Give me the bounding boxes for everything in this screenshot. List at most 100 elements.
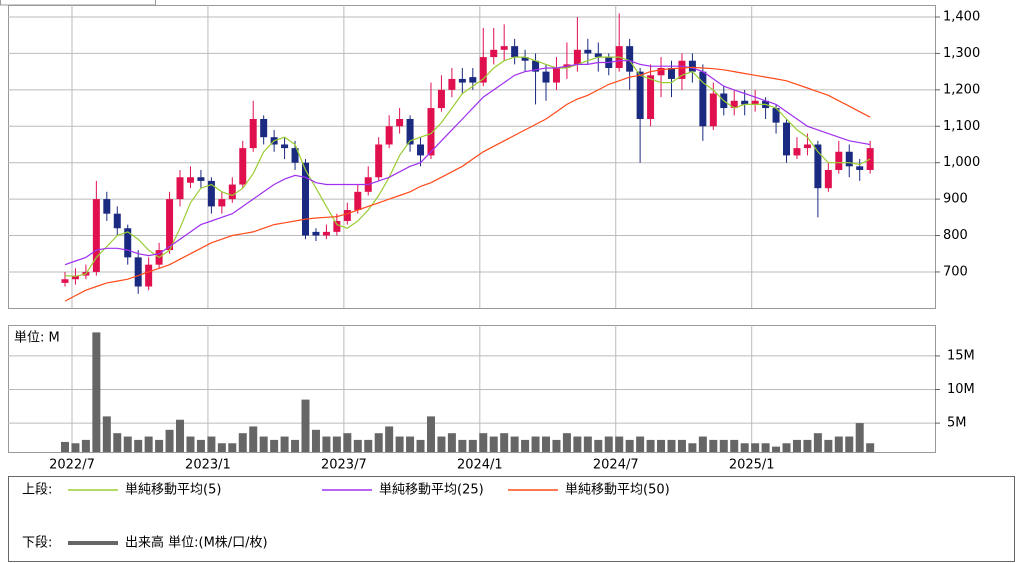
x-tick-label: 2023/7 (321, 458, 367, 473)
volume-bar (615, 436, 624, 452)
candle-body (803, 144, 811, 149)
volume-bar (102, 416, 111, 452)
volume-bar (364, 439, 373, 452)
candle-body (312, 231, 320, 236)
volume-bar (531, 436, 540, 452)
candle-body (542, 71, 550, 83)
candle-body (166, 199, 174, 251)
volume-bar (395, 436, 404, 452)
candle-body (845, 151, 853, 167)
candle-body (500, 46, 508, 50)
volume-bar (385, 426, 394, 452)
volume-bar (740, 443, 749, 452)
volume-bar (311, 429, 320, 452)
candle-body (322, 231, 330, 236)
volume-bar (510, 436, 519, 452)
volume-bar (521, 439, 530, 452)
volume-bar (792, 439, 801, 452)
candle-body (647, 75, 655, 119)
volume-bar (594, 439, 603, 452)
volume-panel (8, 325, 936, 453)
candle-body (573, 49, 581, 65)
candle-body (396, 118, 404, 127)
candle-body (814, 144, 822, 189)
candle-body (281, 144, 289, 149)
candle-body (354, 191, 362, 211)
volume-bar (416, 439, 425, 452)
volume-bar (709, 439, 718, 452)
volume-bar (353, 439, 362, 452)
y-tick-label: 5M (947, 416, 967, 431)
grid (8, 5, 935, 452)
candle-body (469, 77, 477, 83)
volume-bar (500, 433, 509, 452)
ma-line (64, 56, 871, 277)
candle-body (239, 148, 247, 185)
price-panel (8, 5, 936, 309)
volume-bar (332, 436, 341, 452)
volume-bar (71, 443, 80, 452)
candle-body (186, 177, 194, 183)
volume-bar (228, 443, 237, 452)
volume-bar (782, 443, 791, 452)
candle-body (448, 78, 456, 90)
candle-body (260, 118, 268, 138)
volume-bar (458, 439, 467, 452)
candle-body (552, 68, 560, 83)
volume-bar (176, 419, 185, 452)
candle-body (197, 177, 205, 181)
y-tick-label: 1,400 (943, 10, 980, 25)
y-tick-label: 700 (943, 264, 968, 279)
candle-body (521, 57, 529, 61)
y-tick-label: 1,300 (943, 46, 980, 61)
candle-body (458, 78, 466, 83)
candle-body (667, 68, 675, 79)
candle-body (437, 89, 445, 109)
volume-bar (845, 436, 854, 452)
candle-body (490, 49, 498, 58)
candle-body (291, 148, 299, 163)
volume-bar (291, 439, 300, 452)
volume-bar (165, 429, 174, 452)
legend-label: 出来高 単位:(M株/口/枚) (125, 535, 268, 551)
candle-body (343, 210, 351, 221)
y-tick-label: 1,000 (943, 155, 980, 170)
candle-body (479, 57, 487, 83)
candle-body (793, 148, 801, 156)
volume-bar (719, 439, 728, 452)
y-tick-label: 1,200 (943, 82, 980, 97)
volume-bar (92, 332, 101, 452)
candle-body (657, 68, 665, 76)
volume-bar (542, 436, 551, 452)
candle-body (92, 199, 100, 272)
candle-body (584, 49, 592, 54)
marks (60, 13, 875, 452)
x-tick-label: 2025/1 (729, 458, 775, 473)
volume-bar (60, 441, 69, 452)
unit-label: 単位: M (14, 330, 60, 346)
candle-body (145, 264, 153, 287)
candle-body (783, 122, 791, 156)
candle-body (61, 279, 69, 283)
volume-bar (552, 439, 561, 452)
volume-bar (573, 436, 582, 452)
candle-body (511, 46, 519, 58)
volume-bar (186, 436, 195, 452)
candle-body (699, 71, 707, 127)
volume-bar (761, 443, 770, 452)
volume-bar (437, 436, 446, 452)
volume-bar (636, 436, 645, 452)
volume-bar (803, 439, 812, 452)
volume-bar (688, 443, 697, 452)
volume-bar (667, 439, 676, 452)
candle-body (228, 184, 236, 200)
legend-label: 単純移動平均(25) (379, 482, 484, 498)
volume-bar (155, 439, 164, 452)
legend-label: 単純移動平均(5) (125, 482, 221, 498)
volume-bar (217, 443, 226, 452)
volume-bar (677, 439, 686, 452)
volume-bar (406, 436, 415, 452)
candle-body (678, 60, 686, 79)
